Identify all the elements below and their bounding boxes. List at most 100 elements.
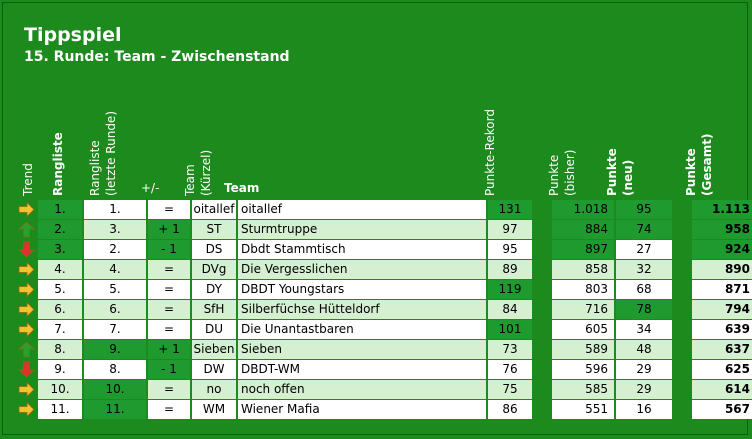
team-cell: DBDT Youngstars — [238, 280, 486, 299]
diff-cell: - 1 — [148, 360, 190, 379]
table-row: 11. 11. = WM Wiener Mafia 86 551 16 567 — [18, 400, 752, 419]
gesamt-cell: 924 — [692, 240, 752, 259]
diff-cell: = — [148, 260, 190, 279]
bisher-cell: 589 — [552, 340, 614, 359]
table-row: 10. 10. = no noch offen 75 585 29 614 — [18, 380, 752, 399]
abbr-cell: oitallef — [192, 200, 236, 219]
rekord-cell: 101 — [488, 320, 532, 339]
abbr-cell: no — [192, 380, 236, 399]
abbr-cell: SfH — [192, 300, 236, 319]
abbr-cell: DW — [192, 360, 236, 379]
header-punkte-neu2: (neu) — [621, 159, 635, 196]
header-rangliste: Rangliste — [51, 132, 65, 196]
team-cell: Dbdt Stammtisch — [238, 240, 486, 259]
rank-cell: 10. — [38, 380, 82, 399]
abbr-cell: DVg — [192, 260, 236, 279]
neu-cell: 74 — [616, 220, 672, 239]
neu-cell: 27 — [616, 240, 672, 259]
neu-cell: 32 — [616, 260, 672, 279]
arrow-down-icon — [18, 241, 35, 258]
arrow-up-icon — [18, 341, 35, 358]
table-row: 7. 7. = DU Die Unantastbaren 101 605 34 639 — [18, 320, 752, 339]
bisher-cell: 884 — [552, 220, 614, 239]
gesamt-cell: 625 — [692, 360, 752, 379]
page-title: Tippspiel — [24, 24, 122, 46]
rank-cell: 7. — [38, 320, 82, 339]
table-row: 8. 9. + 1 Sieben Sieben 73 589 48 637 — [18, 340, 752, 359]
rank-cell: 6. — [38, 300, 82, 319]
abbr-cell: ST — [192, 220, 236, 239]
rank-cell: 11. — [38, 400, 82, 419]
last-rank-cell: 11. — [84, 400, 146, 419]
page-subtitle: 15. Runde: Team - Zwischenstand — [24, 49, 290, 65]
neu-cell: 29 — [616, 360, 672, 379]
header-diff: +/- — [141, 181, 160, 195]
arrow-right-icon — [18, 301, 35, 318]
gesamt-cell: 637 — [692, 340, 752, 359]
table-row: 5. 5. = DY DBDT Youngstars 119 803 68 871 — [18, 280, 752, 299]
team-cell: Die Vergesslichen — [238, 260, 486, 279]
header-team: Team — [224, 181, 260, 195]
bisher-cell: 605 — [552, 320, 614, 339]
table-row: 6. 6. = SfH Silberfüchse Hütteldorf 84 716 78 79… — [18, 300, 752, 319]
arrow-right-icon — [18, 261, 35, 278]
arrow-down-icon — [18, 361, 35, 378]
table-row: 3. 2. - 1 DS Dbdt Stammtisch 95 897 27 924 — [18, 240, 752, 259]
gesamt-cell: 1.113 — [692, 200, 752, 219]
neu-cell: 68 — [616, 280, 672, 299]
team-cell: DBDT-WM — [238, 360, 486, 379]
header-punkte-gesamt2: (Gesamt) — [700, 133, 714, 196]
diff-cell: - 1 — [148, 240, 190, 259]
diff-cell: = — [148, 200, 190, 219]
arrow-right-icon — [18, 401, 35, 418]
diff-cell: + 1 — [148, 220, 190, 239]
rekord-cell: 119 — [488, 280, 532, 299]
arrow-right-icon — [18, 381, 35, 398]
last-rank-cell: 9. — [84, 340, 146, 359]
last-rank-cell: 7. — [84, 320, 146, 339]
gesamt-cell: 639 — [692, 320, 752, 339]
team-cell: Wiener Mafia — [238, 400, 486, 419]
team-cell: Die Unantastbaren — [238, 320, 486, 339]
abbr-cell: DS — [192, 240, 236, 259]
table-row: 4. 4. = DVg Die Vergesslichen 89 858 32 890 — [18, 260, 752, 279]
rekord-cell: 76 — [488, 360, 532, 379]
gesamt-cell: 567 — [692, 400, 752, 419]
header-punkte-bisher: Punkte — [547, 154, 561, 196]
arrow-up-icon — [18, 221, 35, 238]
rank-cell: 3. — [38, 240, 82, 259]
bisher-cell: 716 — [552, 300, 614, 319]
gesamt-cell: 614 — [692, 380, 752, 399]
header-punkte-gesamt: Punkte — [684, 148, 698, 196]
header-punkte-bisher2: (bisher) — [563, 149, 577, 197]
diff-cell: = — [148, 380, 190, 399]
team-cell: oitallef — [238, 200, 486, 219]
rank-cell: 2. — [38, 220, 82, 239]
bisher-cell: 585 — [552, 380, 614, 399]
rekord-cell: 131 — [488, 200, 532, 219]
arrow-right-icon — [18, 281, 35, 298]
diff-cell: + 1 — [148, 340, 190, 359]
header-trend: Trend — [21, 163, 35, 196]
header-punkte-neu: Punkte — [605, 148, 619, 196]
team-cell: Sieben — [238, 340, 486, 359]
neu-cell: 16 — [616, 400, 672, 419]
team-cell: noch offen — [238, 380, 486, 399]
rekord-cell: 73 — [488, 340, 532, 359]
last-rank-cell: 1. — [84, 200, 146, 219]
header-punkte-rekord: Punkte-Rekord — [483, 109, 497, 196]
gesamt-cell: 871 — [692, 280, 752, 299]
bisher-cell: 803 — [552, 280, 614, 299]
bisher-cell: 897 — [552, 240, 614, 259]
header-rangliste-letzte: Rangliste — [88, 140, 102, 196]
header-rangliste-letzte-runde: (letzte Runde) — [104, 111, 118, 196]
table-row: 2. 3. + 1 ST Sturmtruppe 97 884 74 958 — [18, 220, 752, 239]
bisher-cell: 858 — [552, 260, 614, 279]
rekord-cell: 95 — [488, 240, 532, 259]
rank-cell: 1. — [38, 200, 82, 219]
header-team-kuerzel: Team — [183, 164, 197, 196]
diff-cell: = — [148, 280, 190, 299]
diff-cell: = — [148, 320, 190, 339]
arrow-right-icon — [18, 321, 35, 338]
neu-cell: 48 — [616, 340, 672, 359]
